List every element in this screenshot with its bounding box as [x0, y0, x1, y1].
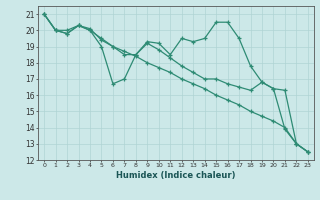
X-axis label: Humidex (Indice chaleur): Humidex (Indice chaleur): [116, 171, 236, 180]
